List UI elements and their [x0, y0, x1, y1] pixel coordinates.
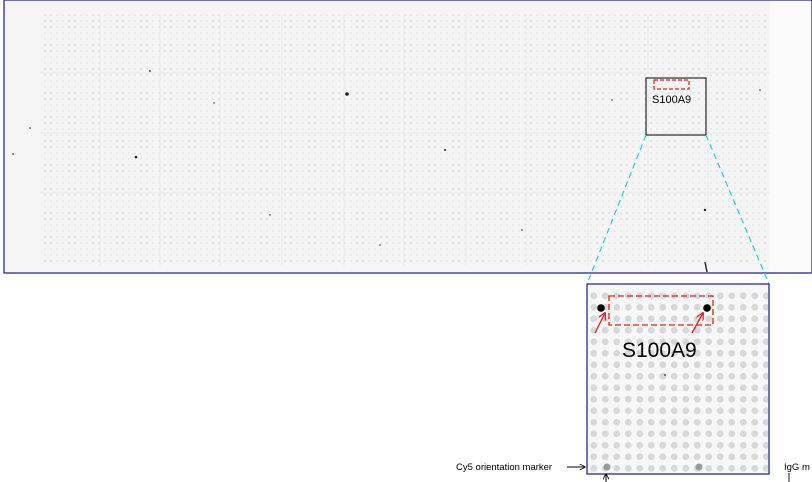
overview-array-image	[4, 0, 812, 273]
igg-marker-spot	[695, 463, 703, 471]
cy5-orientation-label: Cy5 orientation marker	[456, 462, 552, 473]
igg-marker-label: IgG m	[784, 462, 810, 473]
red-arrow-right	[691, 313, 703, 334]
overview-red-dashed-box	[653, 79, 690, 90]
subarray-grid	[40, 14, 770, 266]
cy5-marker-spot	[603, 463, 611, 471]
overview-highlight-box: S100A9	[645, 77, 707, 136]
red-arrow-left	[594, 313, 605, 334]
overview-protein-label: S100A9	[652, 94, 691, 106]
zoom-connector-lines	[586, 134, 770, 285]
zoom-red-dashed-box	[608, 295, 714, 326]
zoomed-subarray-panel: S100A9	[587, 284, 769, 474]
overview-frame	[3, 0, 812, 274]
cy5-annotation: Cy5 orientation marker	[456, 462, 606, 482]
zoom-frame	[586, 283, 770, 475]
dust-specks	[12, 70, 761, 273]
zoom-protein-label: S100A9	[622, 339, 697, 362]
s100a9-spot-right	[703, 304, 711, 312]
igg-annotation: IgG m	[784, 462, 810, 482]
s100a9-spot-left	[597, 304, 605, 312]
